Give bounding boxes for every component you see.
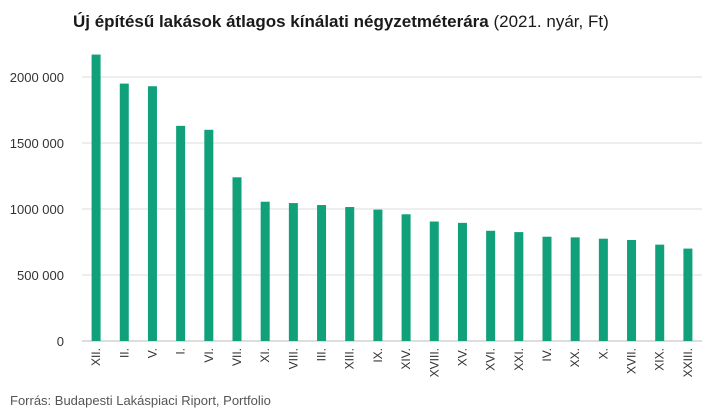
x-tick-label: II.: [117, 348, 131, 358]
bar: [288, 203, 298, 341]
bar: [401, 214, 411, 341]
chart-title: Új építésű lakások átlagos kínálati négy…: [73, 12, 609, 32]
x-tick-label: XIX.: [653, 348, 667, 371]
bar: [598, 238, 608, 341]
x-tick-label: VIII.: [286, 348, 300, 369]
bar: [457, 222, 467, 341]
bar: [570, 237, 580, 341]
y-tick-label: 1500 000: [10, 136, 64, 151]
x-tick-label: V.: [145, 348, 159, 358]
x-tick-label: I.: [174, 348, 188, 355]
bar: [373, 209, 383, 341]
x-tick-label: XVI.: [484, 348, 498, 371]
x-tick-label: XV.: [455, 348, 469, 366]
bar: [260, 201, 270, 341]
x-tick-label: IV.: [540, 348, 554, 362]
x-tick-label: XVII.: [625, 348, 639, 374]
y-tick-label: 500 000: [17, 268, 64, 283]
bar: [514, 232, 524, 341]
x-tick-label: XXI.: [512, 348, 526, 371]
y-tick-label: 0: [57, 334, 64, 349]
bar: [345, 207, 355, 341]
x-tick-label: IX.: [371, 348, 385, 363]
x-tick-label: XXIII.: [681, 348, 695, 377]
x-tick-label: XVIII.: [427, 348, 441, 377]
bar: [91, 54, 101, 342]
bar: [486, 230, 496, 341]
x-tick-label: VI.: [202, 348, 216, 363]
bar: [683, 248, 693, 341]
x-tick-label: XII.: [89, 348, 103, 366]
y-tick-label: 2000 000: [10, 70, 64, 85]
source-note: Forrás: Budapesti Lakáspiaci Riport, Por…: [10, 393, 271, 408]
x-tick-label: III.: [315, 348, 329, 361]
bar: [119, 83, 129, 341]
bar: [655, 244, 665, 341]
bar: [627, 240, 637, 341]
y-tick-label: 1000 000: [10, 202, 64, 217]
bar: [147, 86, 157, 342]
bar: [204, 129, 214, 341]
x-tick-label: X.: [596, 348, 610, 359]
chart-title-unit: (2021. nyár, Ft): [488, 12, 609, 31]
x-tick-label: XI.: [258, 348, 272, 363]
bar: [317, 205, 327, 341]
x-tick-label: XIV.: [399, 348, 413, 370]
chart-title-main: Új építésű lakások átlagos kínálati négy…: [73, 12, 489, 31]
x-tick-label: XX.: [568, 348, 582, 367]
x-tick-label: XIII.: [343, 348, 357, 369]
bar: [176, 125, 186, 341]
x-tick-label: VII.: [230, 348, 244, 366]
bar: [429, 221, 439, 341]
bar: [232, 177, 242, 341]
bar: [542, 236, 552, 341]
